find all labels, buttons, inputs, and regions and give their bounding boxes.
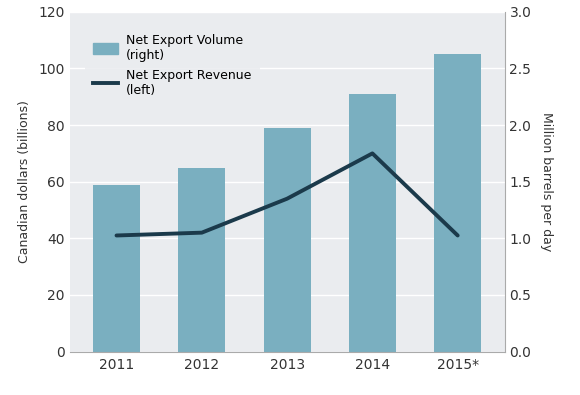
- Bar: [349, 94, 396, 352]
- Y-axis label: Million barrels per day: Million barrels per day: [540, 112, 553, 251]
- Legend: Net Export Volume
(right), Net Export Revenue
(left): Net Export Volume (right), Net Export Re…: [85, 25, 260, 106]
- Y-axis label: Canadian dollars (billions): Canadian dollars (billions): [19, 100, 31, 263]
- Bar: [93, 184, 140, 352]
- Bar: [179, 167, 225, 352]
- Bar: [264, 128, 310, 352]
- Bar: [434, 55, 481, 352]
